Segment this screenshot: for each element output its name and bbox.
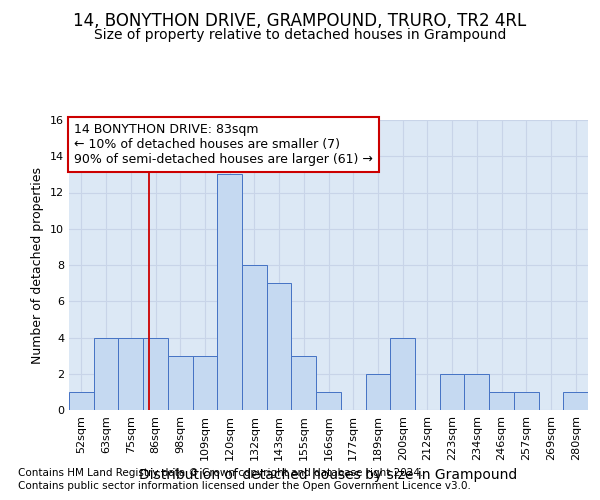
Bar (316, 392, 341, 410)
Bar (489, 392, 514, 410)
Bar (292, 356, 316, 410)
Text: 14 BONYTHON DRIVE: 83sqm
← 10% of detached houses are smaller (7)
90% of semi-de: 14 BONYTHON DRIVE: 83sqm ← 10% of detach… (74, 123, 373, 166)
X-axis label: Distribution of detached houses by size in Grampound: Distribution of detached houses by size … (139, 468, 518, 482)
Bar (440, 374, 464, 410)
Y-axis label: Number of detached properties: Number of detached properties (31, 166, 44, 364)
Bar (168, 356, 193, 410)
Text: Contains public sector information licensed under the Open Government Licence v3: Contains public sector information licen… (18, 481, 471, 491)
Bar (514, 392, 539, 410)
Bar (464, 374, 489, 410)
Text: 14, BONYTHON DRIVE, GRAMPOUND, TRURO, TR2 4RL: 14, BONYTHON DRIVE, GRAMPOUND, TRURO, TR… (73, 12, 527, 30)
Bar (242, 265, 267, 410)
Bar (193, 356, 217, 410)
Text: Contains HM Land Registry data © Crown copyright and database right 2024.: Contains HM Land Registry data © Crown c… (18, 468, 424, 477)
Bar (94, 338, 118, 410)
Bar (69, 392, 94, 410)
Text: Size of property relative to detached houses in Grampound: Size of property relative to detached ho… (94, 28, 506, 42)
Bar (563, 392, 588, 410)
Bar (143, 338, 168, 410)
Bar (267, 283, 292, 410)
Bar (118, 338, 143, 410)
Bar (217, 174, 242, 410)
Bar (390, 338, 415, 410)
Bar (365, 374, 390, 410)
